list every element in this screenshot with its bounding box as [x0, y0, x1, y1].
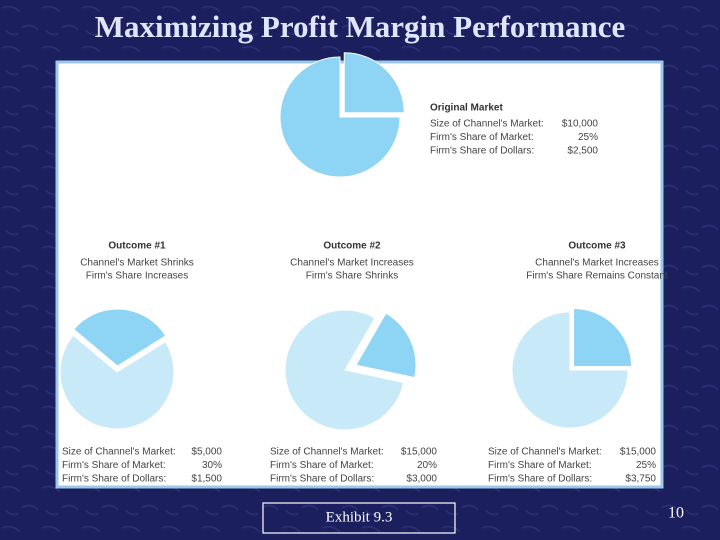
row-value: $3,000	[406, 474, 437, 485]
pie-remainder	[59, 334, 175, 430]
row-value: 20%	[417, 460, 437, 471]
row-label: Firm's Share of Market:	[62, 460, 166, 471]
caption-box	[262, 502, 456, 534]
row-label: Size of Channel's Market:	[488, 447, 602, 458]
row-value: $15,000	[401, 447, 438, 458]
row-label: Firm's Share of Dollars:	[488, 474, 592, 485]
pie-remainder	[279, 56, 401, 178]
row-value: 25%	[578, 132, 598, 143]
row-value: $10,000	[562, 119, 599, 130]
row-value: $15,000	[620, 447, 657, 458]
panel-title: Outcome #3	[568, 241, 626, 252]
row-label: Firm's Share of Market:	[430, 132, 534, 143]
row-label: Size of Channel's Market:	[62, 447, 176, 458]
panel-title: Outcome #1	[108, 241, 166, 252]
panel-subtitle: Firm's Share Remains Constant	[526, 271, 668, 282]
panel-subtitle: Channel's Market Increases	[535, 258, 659, 269]
row-value: $5,000	[191, 447, 222, 458]
panel-subtitle: Firm's Share Increases	[86, 271, 189, 282]
panel-subtitle: Channel's Market Increases	[290, 258, 414, 269]
pie-share-wedge	[355, 312, 417, 379]
panel-title: Original Market	[430, 103, 503, 114]
row-label: Firm's Share of Market:	[270, 460, 374, 471]
row-label: Size of Channel's Market:	[430, 119, 544, 130]
row-value: 25%	[636, 460, 656, 471]
row-value: $1,500	[191, 474, 222, 485]
panel-title: Outcome #2	[323, 241, 381, 252]
panel-subtitle: Channel's Market Shrinks	[80, 258, 194, 269]
caption: Exhibit 9.3	[326, 509, 393, 525]
pie-share-wedge	[573, 307, 633, 367]
row-label: Firm's Share of Market:	[488, 460, 592, 471]
pie-share-wedge	[343, 52, 405, 114]
row-value: 30%	[202, 460, 222, 471]
row-value: $2,500	[567, 146, 598, 157]
pie-remainder	[284, 309, 405, 431]
slide-title: Maximizing Profit Margin Performance	[95, 9, 626, 44]
row-label: Firm's Share of Dollars:	[430, 146, 534, 157]
row-label: Firm's Share of Dollars:	[270, 474, 374, 485]
pie-remainder	[511, 311, 629, 429]
row-value: $3,750	[625, 474, 656, 485]
panel-subtitle: Firm's Share Shrinks	[306, 271, 399, 282]
row-label: Size of Channel's Market:	[270, 447, 384, 458]
pie-share-wedge	[73, 308, 167, 367]
row-label: Firm's Share of Dollars:	[62, 474, 166, 485]
page-number: 10	[668, 505, 684, 522]
